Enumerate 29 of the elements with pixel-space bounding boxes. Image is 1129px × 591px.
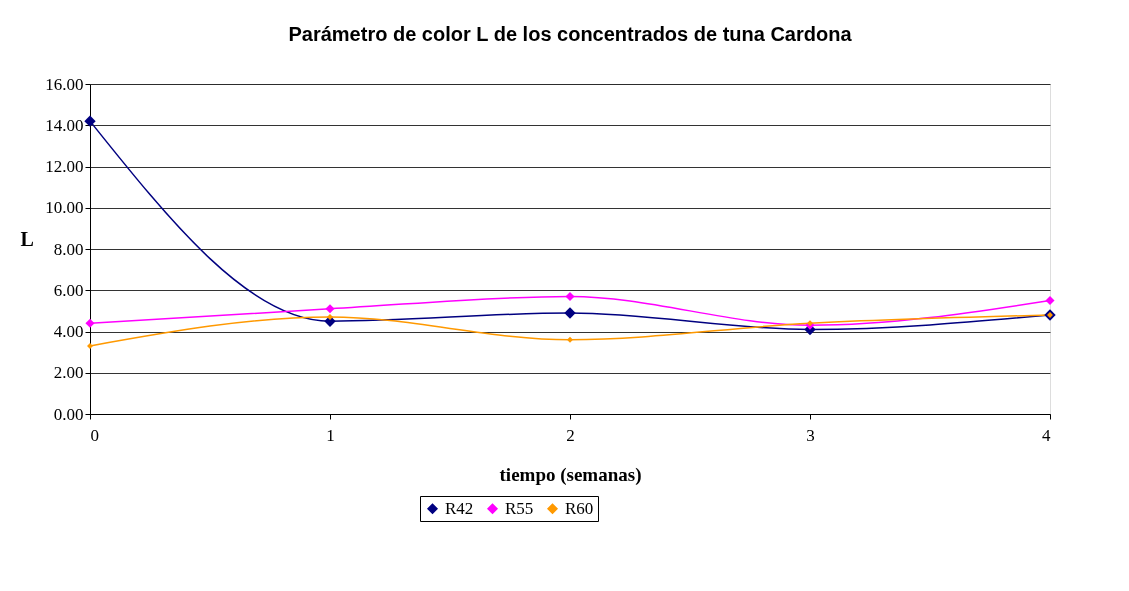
y-tick-label: 8.00 — [53, 239, 84, 259]
y-axis-title: L — [20, 227, 34, 250]
point — [565, 291, 575, 301]
y-tick-label: 4.00 — [53, 322, 84, 341]
point — [87, 342, 93, 349]
x-tick-label: 3 — [806, 425, 815, 445]
point — [564, 307, 576, 319]
chart-title: Parámetro de color L de los concentrados de tuna Cardona — [288, 23, 853, 45]
point — [1045, 296, 1055, 306]
point — [85, 318, 95, 328]
y-tick-label: 16.00 — [45, 74, 84, 94]
legend-label: R60 — [565, 498, 594, 518]
x-tick-label: 0 — [90, 425, 99, 445]
x-tick-label: 4 — [1042, 425, 1051, 445]
x-axis-title: tiempo (semanas) — [499, 463, 642, 486]
y-tick-label: 0.00 — [53, 404, 84, 424]
point — [567, 336, 573, 343]
y-tick-label: 2.00 — [53, 363, 84, 383]
point — [325, 304, 335, 314]
y-tick-label: 10.00 — [45, 198, 84, 218]
legend-label: R55 — [505, 498, 534, 518]
point — [327, 314, 333, 321]
legend-label: R42 — [445, 498, 474, 518]
y-tick-label: 14.00 — [45, 115, 84, 135]
x-tick-label: 1 — [326, 425, 335, 445]
x-tick-label: 2 — [566, 425, 575, 445]
y-tick-label: 6.00 — [53, 280, 84, 300]
y-tick-label: 12.00 — [45, 157, 84, 176]
point — [84, 115, 96, 127]
